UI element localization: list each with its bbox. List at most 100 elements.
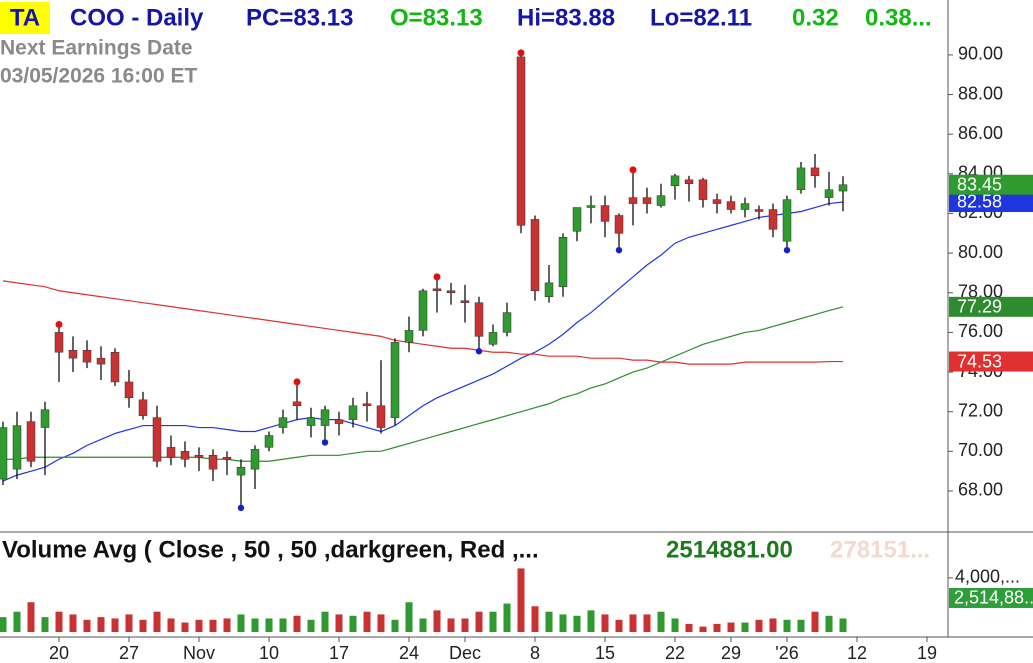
- note: Next Earnings Date: [0, 37, 193, 60]
- candle-body: [782, 199, 792, 242]
- stat: PC=83.13: [246, 4, 353, 31]
- volume-bar: [69, 614, 77, 632]
- volume-bar: [405, 602, 413, 632]
- candle-body: [390, 342, 400, 418]
- candle-body: [404, 330, 414, 343]
- candle-body: [12, 425, 22, 470]
- volume-bar: [615, 619, 623, 632]
- candle-body: [642, 197, 652, 204]
- candle-body: [502, 312, 512, 333]
- volume-bar: [839, 618, 847, 632]
- x-tick-label: 20: [49, 643, 69, 663]
- candle-body: [558, 237, 568, 288]
- volume-bar: [391, 619, 399, 632]
- volume-bar: [671, 618, 679, 632]
- volume-bar: [195, 619, 203, 632]
- volume-bar: [545, 611, 553, 632]
- volume-bar: [27, 602, 35, 632]
- candle-body: [740, 203, 750, 210]
- volume-bar: [349, 615, 357, 632]
- candle-body: [0, 427, 8, 480]
- volume-bar: [587, 610, 595, 632]
- volume-bar: [741, 622, 749, 632]
- volume-bar: [769, 618, 777, 632]
- candle-body: [824, 189, 834, 198]
- volume-legend-value: 2514881.00: [666, 536, 793, 563]
- candle-body: [194, 455, 204, 458]
- candle-body: [432, 288, 442, 292]
- candle-body: [96, 357, 106, 365]
- candle-body: [208, 455, 218, 470]
- chart-title: COO - Daily: [70, 4, 204, 31]
- volume-bar: [321, 611, 329, 632]
- stat: Lo=82.11: [650, 4, 752, 31]
- volume-bar: [825, 615, 833, 632]
- candle-body: [460, 300, 470, 303]
- candle-body: [334, 419, 344, 424]
- stat: O=83.13: [390, 4, 483, 31]
- plot: 90.0088.0086.0084.0082.0080.0078.0076.00…: [0, 44, 1033, 663]
- price-tag: [949, 296, 1033, 317]
- moving-average: [3, 306, 844, 462]
- candle-body: [124, 381, 134, 399]
- volume-bar: [237, 614, 245, 632]
- moving-average: [2, 201, 844, 482]
- volume-bar: [489, 611, 497, 632]
- candle-body: [362, 403, 372, 406]
- volume-bar: [601, 614, 609, 632]
- x-tick-label: '26: [775, 643, 798, 663]
- note: 03/05/2026 16:00 ET: [0, 65, 197, 88]
- volume-bar: [447, 618, 455, 632]
- candle-body: [572, 207, 582, 232]
- candle-body: [376, 405, 386, 428]
- volume-bar: [713, 623, 721, 632]
- candle-body: [600, 205, 610, 222]
- pivot-high: [517, 49, 525, 57]
- volume-bar: [153, 611, 161, 632]
- y-tick-label: 86.00: [958, 123, 1003, 143]
- price-tag-label: 82.58: [957, 192, 1002, 212]
- candle-body: [474, 302, 484, 337]
- volume-bar: [461, 618, 469, 632]
- candle-body: [306, 417, 316, 426]
- candle-body: [712, 199, 722, 204]
- candle-body: [684, 179, 694, 184]
- candle-body: [488, 332, 498, 345]
- pivot-high: [55, 320, 63, 328]
- volume-bar: [517, 568, 525, 632]
- candle-body: [614, 215, 624, 234]
- price-tag-label: 83.45: [957, 174, 1002, 194]
- x-tick-label: 15: [595, 643, 615, 663]
- x-tick-label: Dec: [449, 643, 481, 663]
- x-tick-label: 17: [329, 643, 349, 663]
- candle-body: [348, 405, 358, 420]
- x-tick-label: 8: [530, 643, 540, 663]
- badge: TA: [10, 4, 40, 31]
- stat: 0.38...: [865, 4, 932, 31]
- candle-body: [138, 399, 148, 416]
- candle-body: [278, 417, 288, 428]
- x-tick-label: 29: [721, 643, 741, 663]
- candle-body: [40, 409, 50, 428]
- price-tag-label: 77.29: [957, 297, 1002, 317]
- volume-bar: [503, 603, 511, 632]
- volume-bar: [559, 614, 567, 632]
- volume-bar: [531, 606, 539, 632]
- candle-body: [530, 219, 540, 292]
- pivot-low: [321, 439, 329, 446]
- pivot-low: [615, 246, 623, 254]
- volume-bar: [363, 611, 371, 632]
- volume-bar: [685, 623, 693, 632]
- volume-bar: [223, 618, 231, 632]
- volume-bar: [573, 615, 581, 632]
- pivot-low: [783, 246, 791, 254]
- volume-bar: [111, 618, 119, 632]
- volume-bar: [55, 611, 63, 632]
- y-tick-label: 78.00: [958, 282, 1003, 302]
- candle-body: [810, 167, 820, 177]
- volume-bar: [167, 618, 175, 632]
- candle-body: [110, 351, 120, 383]
- candle-body: [292, 401, 302, 406]
- volume-bar: [251, 618, 259, 632]
